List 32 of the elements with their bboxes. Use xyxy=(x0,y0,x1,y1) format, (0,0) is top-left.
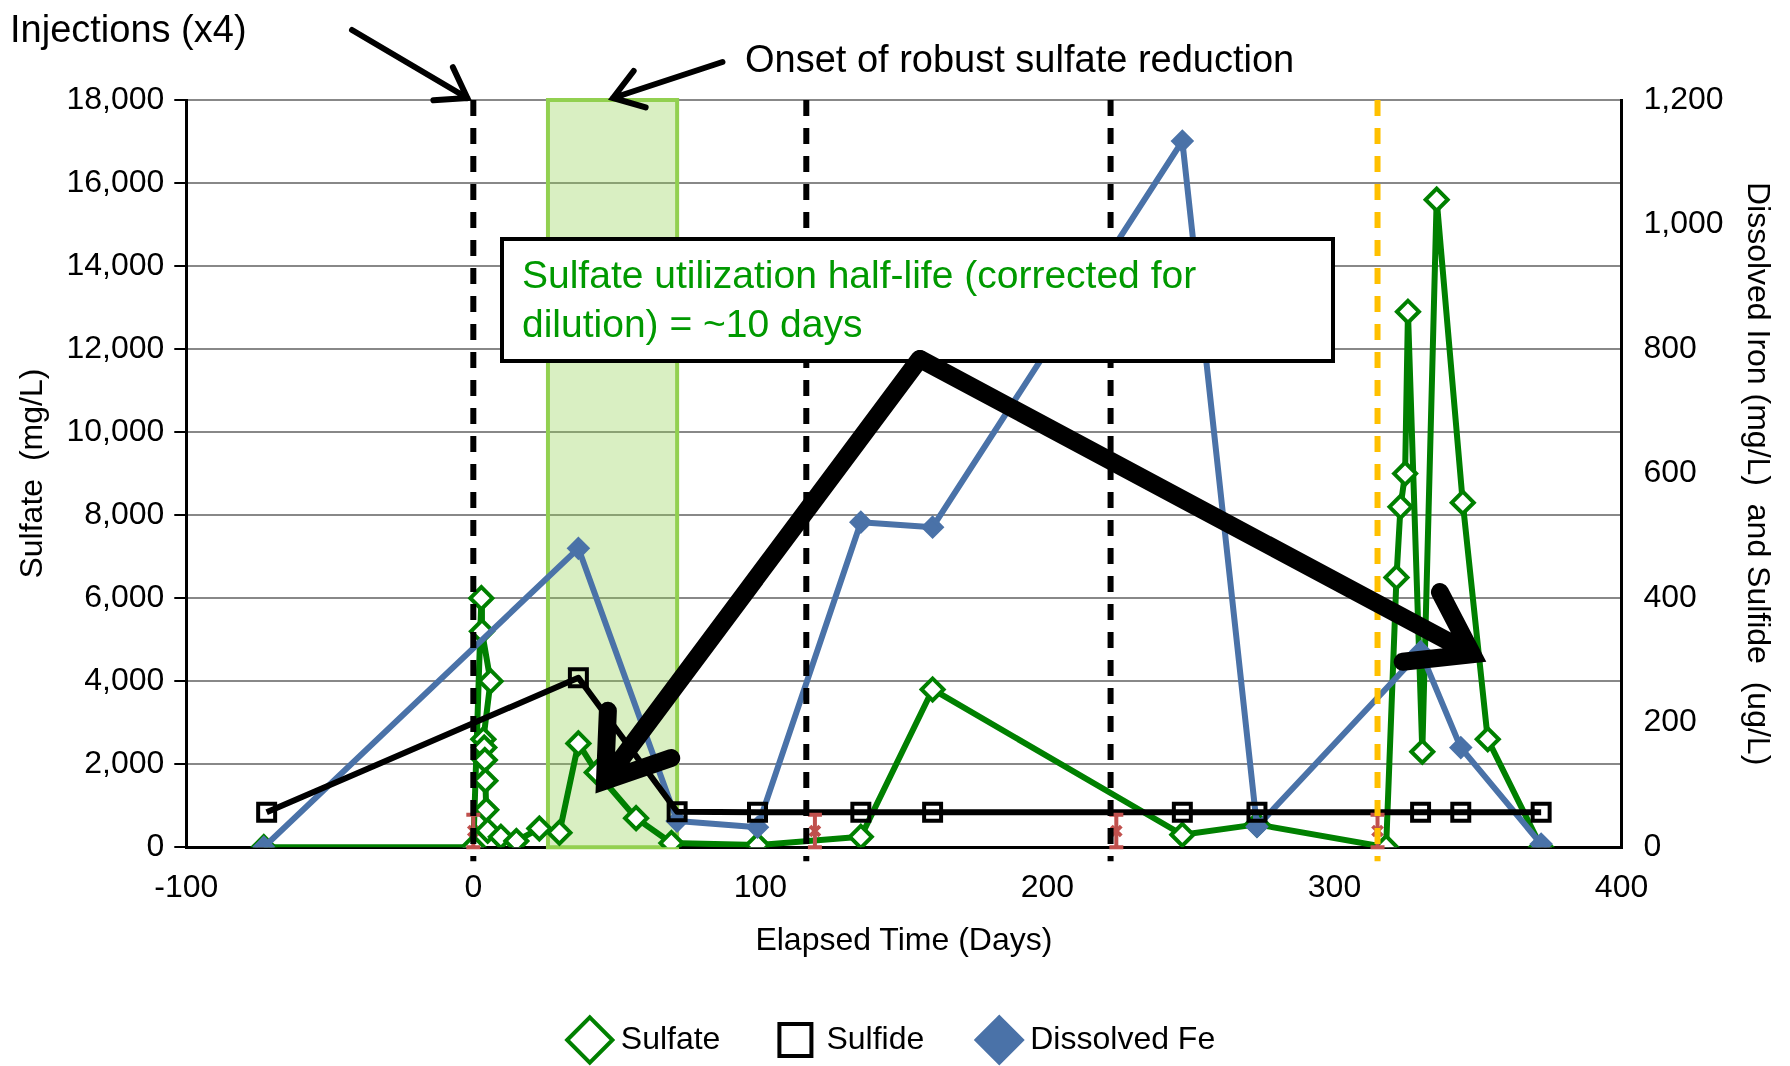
y-tick-label: 4,000 xyxy=(84,660,165,697)
y2-tick-label: 1,200 xyxy=(1643,79,1724,116)
y-tick-label: 14,000 xyxy=(66,245,165,282)
y2-tick-label: 400 xyxy=(1643,577,1697,614)
y2-tick-label: 600 xyxy=(1643,453,1697,490)
x-tick-label: 400 xyxy=(1594,868,1649,905)
legend-label: Sulfate xyxy=(620,1019,721,1056)
x-tick-label: 200 xyxy=(1020,868,1075,905)
y-tick-label: 0 xyxy=(146,827,165,864)
callout-box: Sulfate utilization half-life (corrected for dilution) = ~10 days xyxy=(500,237,1335,363)
y-tick-label: 10,000 xyxy=(66,411,165,448)
y-tick-label: 2,000 xyxy=(84,744,165,781)
y-axis-title: Sulfate (mg/L) xyxy=(13,368,50,579)
x-axis-title: Elapsed Time (Days) xyxy=(755,920,1053,957)
text: Onset of robust sulfate reduction xyxy=(745,38,1295,81)
y-tick-label: 8,000 xyxy=(84,494,165,531)
y-tick-label: 12,000 xyxy=(66,328,165,365)
legend-label: Sulfide xyxy=(826,1019,925,1056)
y2-tick-label: 1,000 xyxy=(1643,204,1724,241)
y2-axis-title: Dissolved Iron (mg/L) and Sulfide (ug/L) xyxy=(1740,181,1777,766)
x-tick-label: -100 xyxy=(154,868,219,905)
text: Injections (x4) xyxy=(10,8,247,51)
y2-tick-label: 800 xyxy=(1643,328,1697,365)
x-tick-label: 300 xyxy=(1307,868,1362,905)
y-tick-label: 6,000 xyxy=(84,577,165,614)
x-tick-label: 100 xyxy=(733,868,788,905)
y2-tick-label: 0 xyxy=(1643,827,1662,864)
y2-tick-label: 200 xyxy=(1643,702,1697,739)
y-tick-label: 16,000 xyxy=(66,162,165,199)
x-tick-label: 0 xyxy=(464,868,483,905)
legend-label: Dissolved Fe xyxy=(1030,1019,1216,1056)
y-tick-label: 18,000 xyxy=(66,79,165,116)
